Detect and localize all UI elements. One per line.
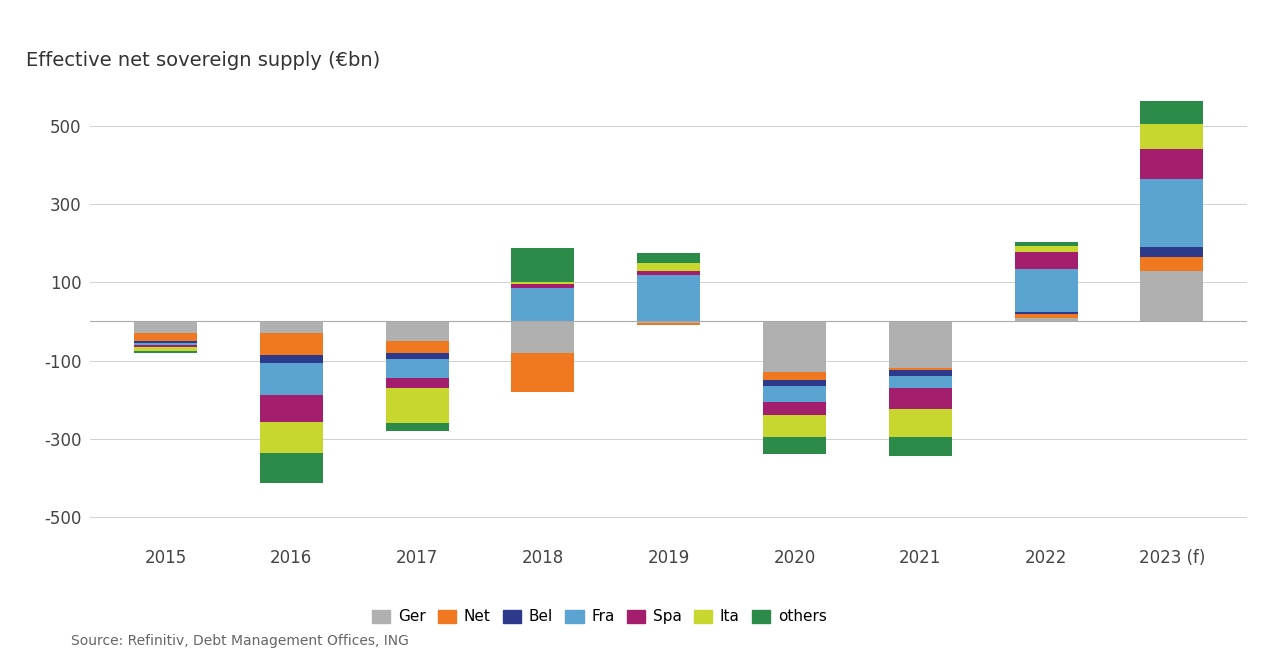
Bar [134, 322, 197, 333]
Bar [1141, 150, 1204, 179]
Bar [134, 345, 197, 347]
Bar [1015, 252, 1078, 270]
Bar [889, 368, 952, 370]
Bar [638, 253, 700, 263]
Bar [260, 363, 323, 395]
Text: Source: Refinitiv, Debt Management Offices, ING: Source: Refinitiv, Debt Management Offic… [71, 633, 409, 648]
Bar [638, 324, 700, 326]
Bar [512, 282, 575, 284]
Bar [1015, 242, 1078, 246]
Bar [260, 333, 323, 355]
Bar [512, 248, 575, 282]
Bar [763, 437, 826, 454]
Bar [1015, 314, 1078, 318]
Bar [763, 415, 826, 437]
Legend: Ger, Net, Bel, Fra, Spa, Ita, others: Ger, Net, Bel, Fra, Spa, Ita, others [365, 604, 833, 631]
Bar [386, 378, 449, 388]
Bar [1015, 318, 1078, 322]
Bar [260, 453, 323, 482]
Bar [260, 395, 323, 422]
Bar [889, 388, 952, 409]
Bar [889, 409, 952, 437]
Bar [763, 386, 826, 401]
Bar [763, 401, 826, 415]
Bar [889, 370, 952, 376]
Bar [134, 351, 197, 353]
Bar [638, 271, 700, 275]
Bar [1141, 179, 1204, 247]
Bar [1015, 270, 1078, 312]
Bar [260, 322, 323, 333]
Bar [1015, 246, 1078, 252]
Bar [134, 347, 197, 351]
Bar [638, 322, 700, 324]
Bar [134, 343, 197, 345]
Bar [386, 358, 449, 378]
Bar [1015, 312, 1078, 314]
Bar [638, 263, 700, 271]
Bar [386, 388, 449, 423]
Bar [763, 372, 826, 380]
Bar [889, 437, 952, 456]
Bar [512, 322, 575, 353]
Bar [889, 376, 952, 388]
Bar [512, 288, 575, 322]
Bar [763, 380, 826, 386]
Text: Effective net sovereign supply (€bn): Effective net sovereign supply (€bn) [27, 51, 381, 71]
Bar [1141, 257, 1204, 271]
Bar [512, 284, 575, 288]
Bar [134, 341, 197, 343]
Bar [386, 341, 449, 353]
Bar [638, 275, 700, 322]
Bar [889, 322, 952, 368]
Bar [1141, 124, 1204, 150]
Bar [1141, 271, 1204, 322]
Bar [1141, 247, 1204, 257]
Bar [386, 423, 449, 431]
Bar [386, 353, 449, 358]
Bar [1141, 101, 1204, 124]
Bar [763, 322, 826, 372]
Bar [512, 353, 575, 392]
Bar [386, 322, 449, 341]
Bar [134, 333, 197, 341]
Bar [260, 422, 323, 453]
Bar [260, 355, 323, 363]
